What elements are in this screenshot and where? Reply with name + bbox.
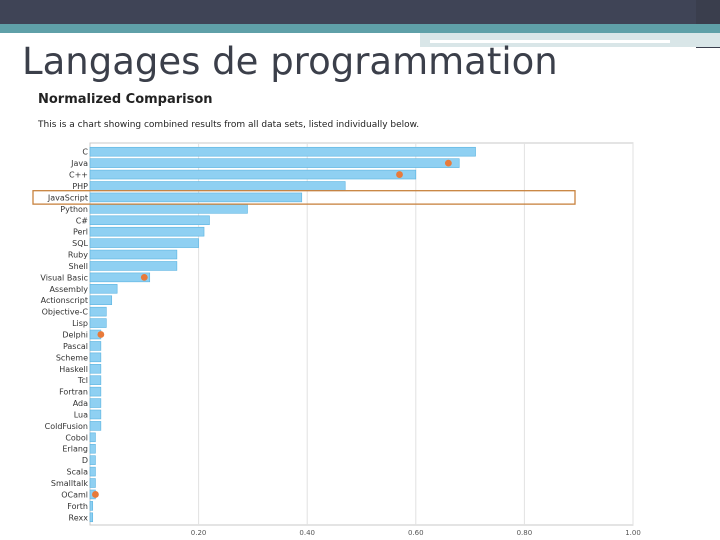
bar bbox=[89, 432, 96, 443]
bar bbox=[89, 284, 118, 294]
x-tick-label: 0.60 bbox=[408, 529, 424, 537]
category-label: Erlang bbox=[62, 445, 88, 454]
bar bbox=[89, 443, 96, 454]
category-label: Actionscript bbox=[41, 296, 88, 305]
category-label: Objective-C bbox=[42, 308, 89, 317]
bar bbox=[89, 249, 178, 260]
bar bbox=[89, 306, 107, 317]
highlight-box bbox=[32, 190, 576, 205]
category-label: Ada bbox=[73, 399, 88, 408]
bar bbox=[89, 512, 94, 523]
category-label: Pascal bbox=[63, 342, 88, 351]
category-label: OCaml bbox=[61, 490, 88, 499]
category-label: C bbox=[82, 148, 88, 157]
category-label: Rexx bbox=[69, 513, 89, 522]
chart-subtitle: This is a chart showing combined results… bbox=[38, 120, 420, 130]
bar bbox=[89, 398, 102, 408]
category-label: Tcl bbox=[77, 376, 88, 385]
category-label: C++ bbox=[69, 171, 88, 180]
category-label: Lisp bbox=[72, 319, 88, 328]
category-label: Java bbox=[70, 159, 88, 168]
marker-dot bbox=[444, 159, 452, 167]
bar bbox=[89, 215, 210, 226]
marker-dot bbox=[140, 273, 148, 281]
bar bbox=[89, 158, 460, 168]
category-label: Forth bbox=[67, 502, 88, 511]
x-tick-label: 0.80 bbox=[517, 529, 533, 537]
bar bbox=[89, 181, 346, 191]
category-label: Python bbox=[60, 205, 88, 214]
slide-accent-line bbox=[430, 40, 670, 43]
category-label: Delphi bbox=[62, 331, 88, 340]
marker-dot bbox=[396, 171, 403, 178]
bar bbox=[89, 501, 94, 511]
category-label: Perl bbox=[73, 228, 88, 237]
category-label: PHP bbox=[72, 182, 88, 191]
slide-top-bar bbox=[0, 0, 720, 24]
bar bbox=[89, 318, 107, 328]
marker-dot bbox=[97, 331, 105, 338]
category-label: Visual Basic bbox=[40, 273, 88, 282]
bar bbox=[89, 455, 96, 465]
bar bbox=[89, 352, 102, 363]
bar bbox=[89, 421, 102, 431]
category-label: SQL bbox=[72, 239, 88, 248]
bar bbox=[89, 341, 102, 351]
bar bbox=[89, 272, 151, 283]
bar bbox=[89, 409, 102, 420]
category-label: Scala bbox=[66, 468, 88, 477]
category-label: Shell bbox=[68, 262, 88, 271]
x-tick-label: 0.40 bbox=[299, 529, 315, 537]
category-label: Lua bbox=[74, 410, 88, 419]
chart-title: Normalized Comparison bbox=[38, 92, 213, 107]
bar bbox=[89, 261, 178, 271]
category-label: C# bbox=[76, 216, 89, 225]
bar bbox=[89, 478, 96, 488]
bar bbox=[89, 146, 476, 157]
bar bbox=[89, 169, 417, 180]
bar bbox=[89, 386, 102, 397]
category-label: Fortran bbox=[59, 388, 88, 397]
bar bbox=[89, 375, 102, 385]
x-tick-label: 0.20 bbox=[191, 529, 207, 537]
category-label: D bbox=[82, 456, 88, 465]
category-label: Haskell bbox=[59, 365, 88, 374]
bar bbox=[89, 295, 113, 305]
category-label: Assembly bbox=[49, 285, 88, 294]
category-label: Smalltalk bbox=[51, 479, 88, 488]
bar bbox=[89, 466, 96, 477]
category-label: JavaScript bbox=[47, 193, 88, 202]
slide-title: Langages de programmation bbox=[22, 40, 558, 83]
category-label: ColdFusion bbox=[45, 422, 88, 431]
bar bbox=[89, 192, 303, 203]
category-label: Cobol bbox=[65, 433, 88, 442]
bar bbox=[89, 226, 205, 237]
x-tick-label: 1.00 bbox=[625, 529, 641, 537]
marker-dot bbox=[92, 491, 99, 498]
slide-accent-strip bbox=[0, 24, 720, 33]
category-label: Ruby bbox=[68, 251, 88, 260]
bar bbox=[89, 364, 102, 374]
bar bbox=[89, 238, 199, 248]
bar bbox=[89, 204, 248, 214]
category-label: Scheme bbox=[56, 353, 88, 362]
